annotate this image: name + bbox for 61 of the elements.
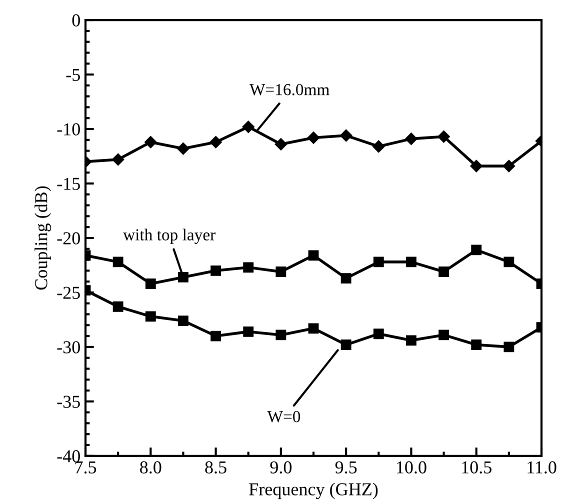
point <box>308 132 320 144</box>
x-tick-label: 8.0 <box>140 461 162 474</box>
y-tick-label: -10 <box>57 123 80 136</box>
point <box>112 256 124 268</box>
point <box>502 160 515 172</box>
point <box>210 265 221 276</box>
point <box>373 256 384 268</box>
point <box>308 323 319 334</box>
point <box>406 335 416 346</box>
point <box>471 244 482 256</box>
point <box>243 326 254 337</box>
point <box>406 256 416 268</box>
point <box>276 330 286 340</box>
point <box>112 154 124 166</box>
point <box>340 130 352 142</box>
point <box>340 340 352 350</box>
point <box>438 130 450 143</box>
y-tick-label: -35 <box>57 396 80 408</box>
point <box>471 340 482 350</box>
x-tick-label: 10.0 <box>397 461 426 474</box>
point <box>340 273 352 284</box>
x-axis-title: Frequency (GHZ) <box>249 482 378 500</box>
point <box>274 138 287 150</box>
point <box>372 140 385 152</box>
point <box>504 256 514 268</box>
x-tick-label: 8.5 <box>205 461 226 474</box>
point <box>145 311 156 322</box>
point <box>112 301 124 312</box>
point <box>504 342 514 352</box>
point <box>144 136 157 148</box>
y-tick-label: 0 <box>72 14 80 26</box>
point <box>210 330 221 342</box>
annotation: W=16.0mm <box>249 84 330 96</box>
y-tick-label: -5 <box>66 68 80 81</box>
annotation: W=0 <box>267 411 300 422</box>
point <box>373 328 384 340</box>
point <box>145 278 156 289</box>
point <box>438 266 449 277</box>
point <box>178 272 188 282</box>
point <box>438 330 449 340</box>
point <box>177 142 190 155</box>
y-tick-label: -15 <box>57 178 80 190</box>
annotation: with top layer <box>123 228 216 244</box>
y-tick-label: -30 <box>57 341 80 354</box>
point <box>405 132 418 145</box>
x-tick-label: 10.5 <box>462 461 492 474</box>
point <box>210 136 222 148</box>
x-tick-label: 9.5 <box>335 461 357 474</box>
point <box>276 266 286 277</box>
y-tick-label: -40 <box>57 450 80 462</box>
x-tick-label: 9.0 <box>270 461 292 474</box>
x-tick-label: 11.0 <box>528 461 556 474</box>
point <box>242 120 254 133</box>
y-tick-label: -20 <box>57 232 80 244</box>
x-tick-label: 7.5 <box>75 461 96 474</box>
point <box>243 262 254 273</box>
y-axis-title: Coupling (dB) <box>34 186 52 290</box>
y-tick-label: -25 <box>57 286 80 299</box>
point <box>470 160 482 172</box>
point <box>178 316 188 326</box>
point <box>308 250 319 261</box>
